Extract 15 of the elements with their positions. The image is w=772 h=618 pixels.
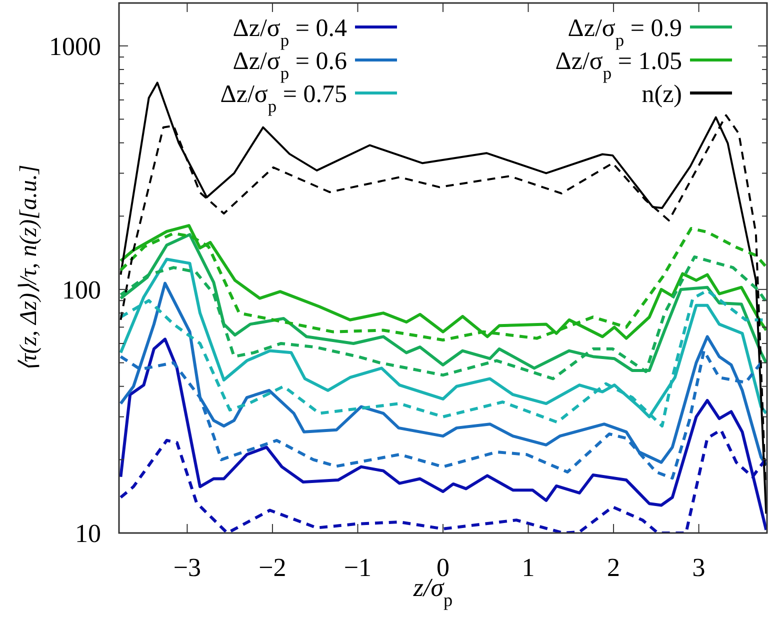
legend-label: n(z)	[642, 81, 682, 108]
line-series	[120, 82, 767, 515]
x-tick-label: −3	[173, 553, 202, 582]
line-series	[119, 338, 767, 532]
x-tick-label: −2	[258, 553, 286, 582]
x-tick-label: 1	[522, 553, 535, 582]
y-axis-title: ⟨τ(z, Δz)⟩/τ, n(z)[a.u.]	[16, 164, 42, 372]
y-tick-label: 100	[62, 275, 101, 304]
legend-label: Δz/σ$_{p}$ = 0.9	[568, 15, 682, 50]
x-tick-label: 3	[692, 553, 706, 582]
legend-label: Δz/σ$_{p}$ = 0.4	[232, 15, 348, 50]
x-tick-label: −1	[344, 553, 372, 582]
x-tick-label: 2	[607, 553, 620, 582]
y-tick-label: 1000	[49, 32, 101, 61]
y-tick-label: 10	[75, 519, 101, 548]
